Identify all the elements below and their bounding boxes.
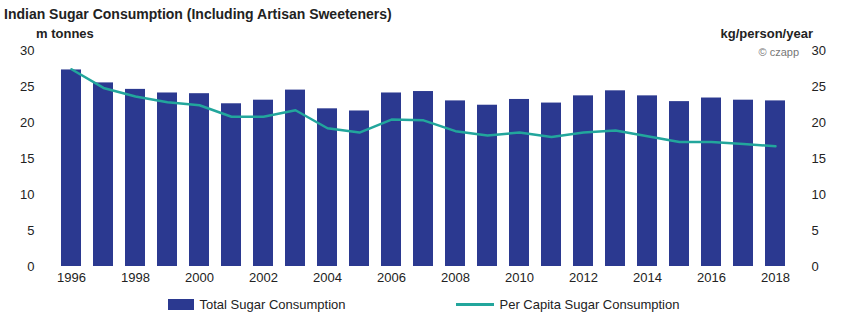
- svg-text:1998: 1998: [121, 270, 150, 285]
- svg-text:2018: 2018: [761, 270, 790, 285]
- svg-text:15: 15: [20, 151, 34, 166]
- svg-text:5: 5: [27, 223, 34, 238]
- html-text:kg/person/year: kg/person/year: [720, 26, 813, 41]
- svg-text:0: 0: [812, 259, 819, 274]
- svg-text:0: 0: [27, 259, 34, 274]
- svg-text:30: 30: [812, 43, 826, 58]
- svg-text:10: 10: [20, 187, 34, 202]
- svg-text:1996: 1996: [57, 270, 86, 285]
- svg-text:15: 15: [812, 151, 826, 166]
- svg-text:2000: 2000: [185, 270, 214, 285]
- svg-text:2008: 2008: [441, 270, 470, 285]
- html-text:Indian Sugar Consumption (Incl: Indian Sugar Consumption (Including Arti…: [4, 6, 392, 22]
- svg-text:2010: 2010: [505, 270, 534, 285]
- svg-text:20: 20: [20, 115, 34, 130]
- svg-text:30: 30: [20, 43, 34, 58]
- html-text:m tonnes: m tonnes: [36, 26, 94, 41]
- svg-text:20: 20: [812, 115, 826, 130]
- svg-text:2006: 2006: [377, 270, 406, 285]
- svg-text:5: 5: [812, 223, 819, 238]
- svg-text:10: 10: [812, 187, 826, 202]
- svg-text:25: 25: [20, 79, 34, 94]
- html-text:Per Capita Sugar Consumption: Per Capita Sugar Consumption: [499, 296, 680, 312]
- svg-text:2002: 2002: [249, 270, 278, 285]
- svg-text:2004: 2004: [313, 270, 342, 285]
- svg-text:2014: 2014: [633, 270, 662, 285]
- svg-text:2012: 2012: [569, 270, 598, 285]
- html-text:Total Sugar Consumption: Total Sugar Consumption: [199, 296, 346, 312]
- html-text:© czapp: © czapp: [758, 46, 799, 58]
- svg-text:25: 25: [812, 79, 826, 94]
- svg-text:2016: 2016: [697, 270, 726, 285]
